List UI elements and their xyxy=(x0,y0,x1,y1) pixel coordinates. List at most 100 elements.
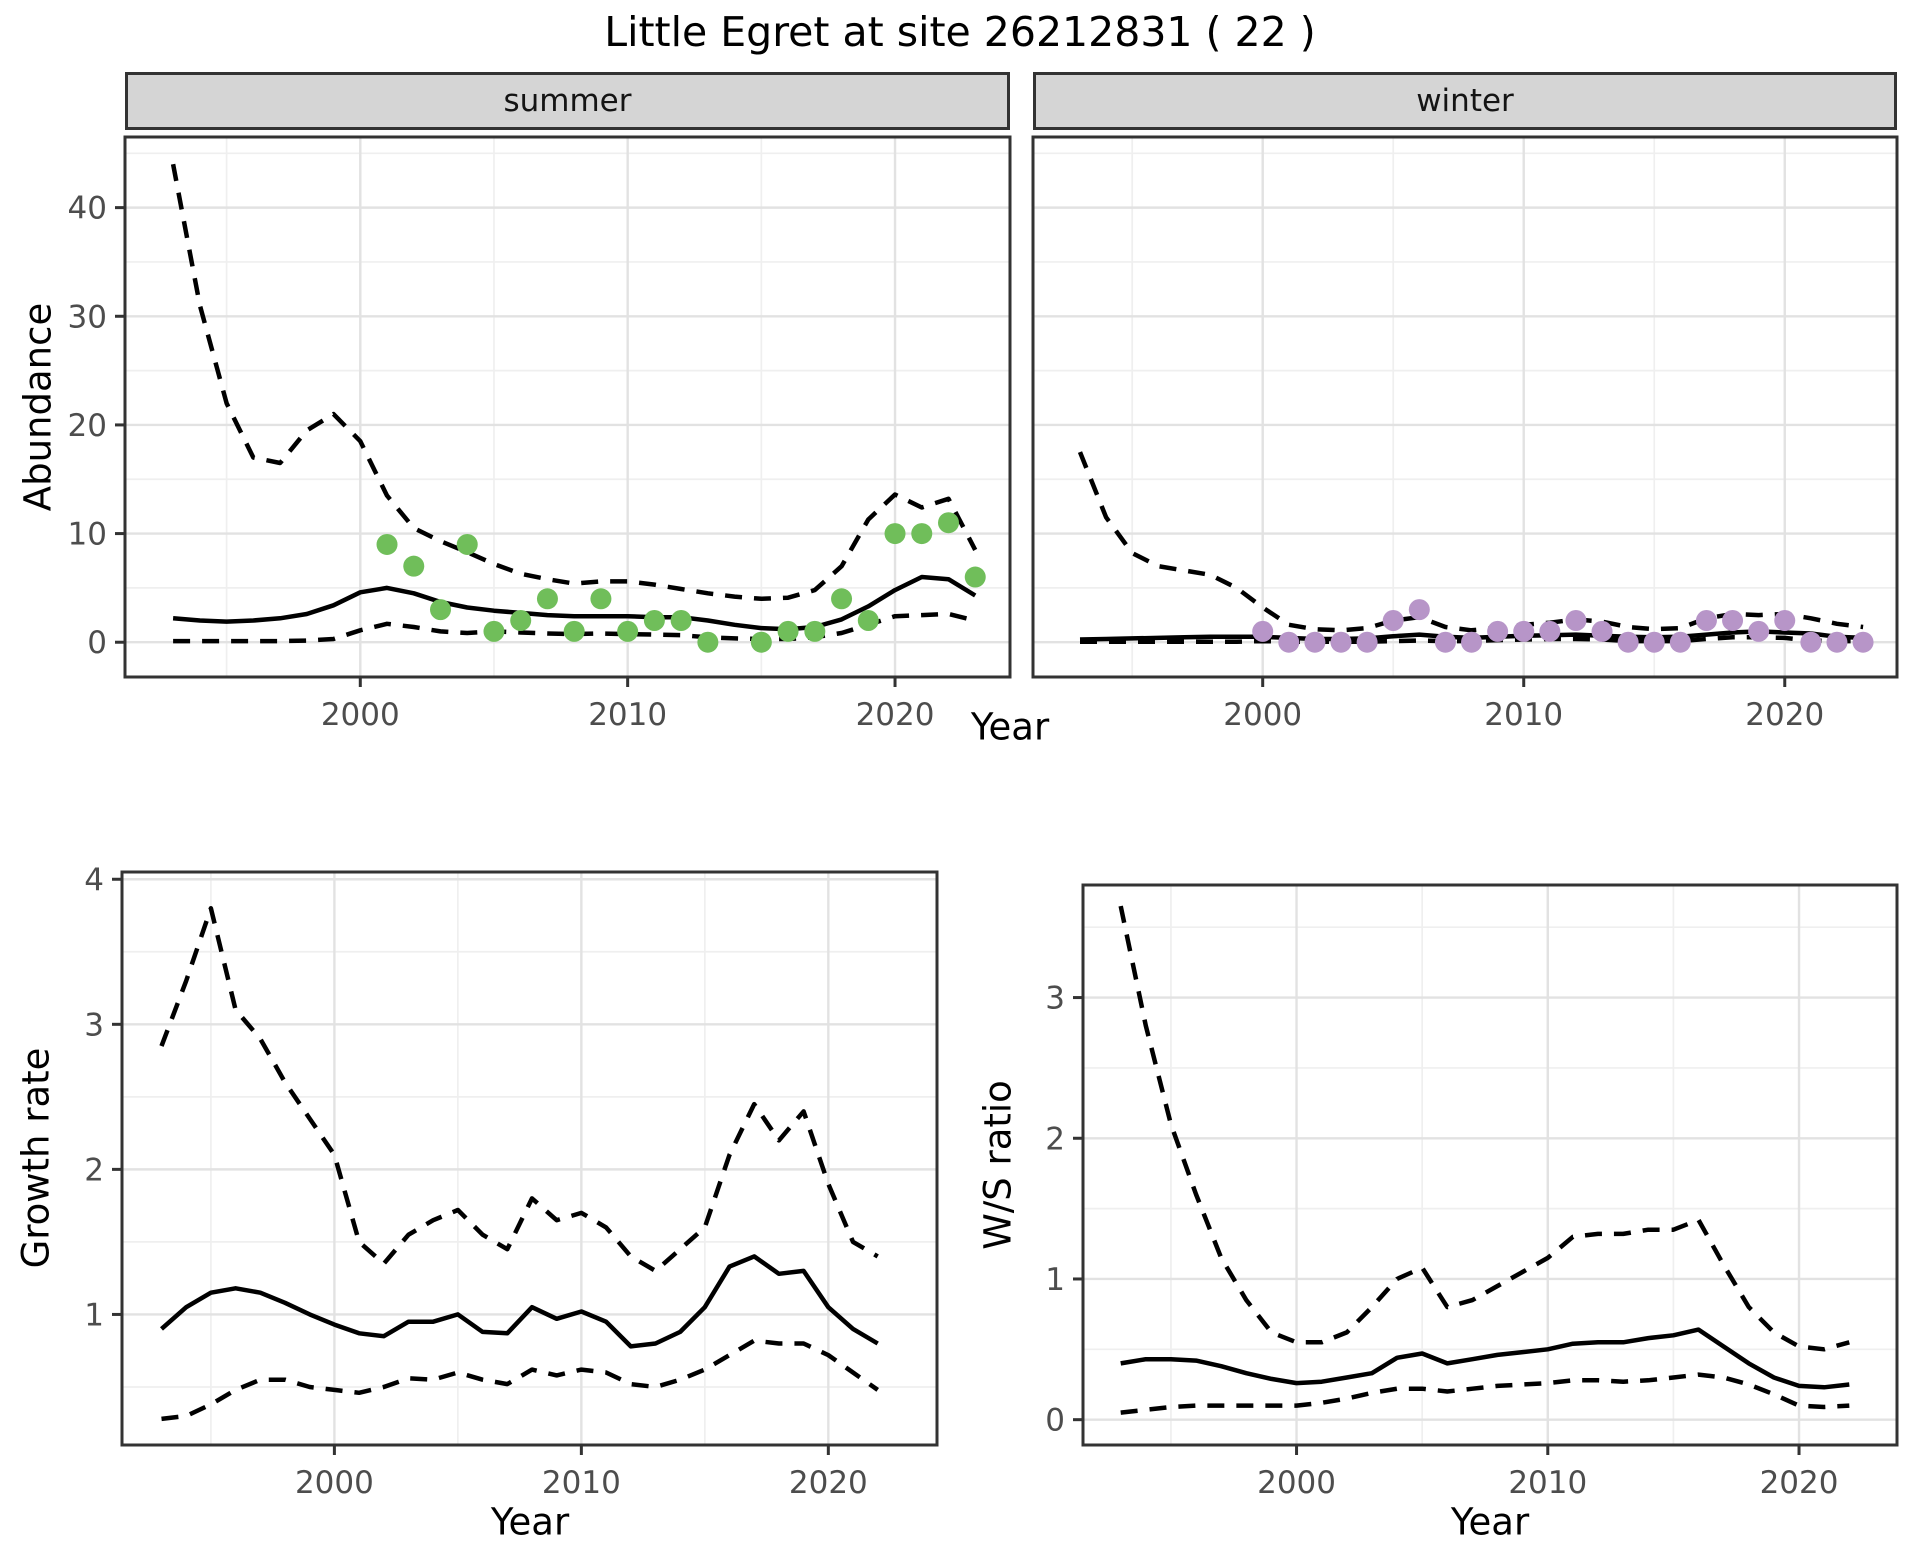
y-tick-label: 1 xyxy=(84,1297,104,1333)
ws_ratio-line xyxy=(1120,1327,1850,1390)
data-point-summer xyxy=(804,620,826,642)
data-point-winter xyxy=(1539,620,1561,642)
data-point-winter xyxy=(1434,631,1456,653)
data-point-summer xyxy=(590,588,612,610)
data-point-winter xyxy=(1356,631,1378,653)
data-point-summer xyxy=(563,620,585,642)
x-axis-title-year-top: Year xyxy=(970,705,1050,749)
data-point-summer xyxy=(643,610,665,632)
data-point-winter xyxy=(1330,631,1352,653)
data-point-winter xyxy=(1304,631,1326,653)
panel-border xyxy=(120,870,939,1447)
y-tick-label: 3 xyxy=(84,1007,104,1043)
upper_95ci-line xyxy=(1118,905,1850,1352)
data-point-winter xyxy=(1278,631,1300,653)
data-point-winter xyxy=(1617,631,1639,653)
data-point-summer xyxy=(777,620,799,642)
data-point-summer xyxy=(376,533,398,555)
data-point-summer xyxy=(831,588,853,610)
data-point-summer xyxy=(670,610,692,632)
panel-growth-rate: 2000 2010 2020 1 2 3 4 xyxy=(84,865,939,1501)
upper_95ci-line xyxy=(159,906,879,1274)
y-tick-label: 30 xyxy=(68,299,107,335)
data-point-summer xyxy=(964,566,986,588)
panel-border xyxy=(123,135,1012,679)
y-tick-label: 0 xyxy=(87,625,107,661)
y-tick-label: 2 xyxy=(84,1152,104,1188)
facet-strip-summer: summer xyxy=(125,72,1010,130)
data-point-winter xyxy=(1591,620,1613,642)
y-tick-label: 0 xyxy=(1045,1403,1065,1439)
y-tick-label: 1 xyxy=(1045,1262,1065,1298)
x-axis-title-year-growth: Year xyxy=(490,1500,570,1544)
data-point-summer xyxy=(483,620,505,642)
plot-area xyxy=(170,163,986,653)
x-tick-label: 2020 xyxy=(789,1465,868,1501)
panel-winter-abundance: 2000 2010 2020 xyxy=(1031,135,1899,733)
y-tick-label: 4 xyxy=(84,865,104,898)
data-point-summer xyxy=(536,588,558,610)
data-point-winter xyxy=(1487,620,1509,642)
x-tick-label: 2010 xyxy=(1484,697,1563,733)
data-point-winter xyxy=(1408,599,1430,621)
data-point-winter xyxy=(1643,631,1665,653)
data-point-summer xyxy=(697,631,719,653)
upper_95ci-line xyxy=(170,163,978,602)
data-point-winter xyxy=(1774,610,1796,632)
data-point-summer xyxy=(911,523,933,545)
data-point-winter xyxy=(1826,631,1848,653)
panel-summer-abundance: 2000 2010 2020 0 10 20 30 40 xyxy=(68,135,1012,733)
data-point-winter xyxy=(1722,610,1744,632)
y-tick-label: 10 xyxy=(68,517,107,553)
data-point-winter xyxy=(1852,631,1874,653)
plot-area xyxy=(159,906,879,1422)
data-point-winter xyxy=(1565,610,1587,632)
plot-area xyxy=(1118,905,1850,1415)
x-tick-label: 2020 xyxy=(856,697,935,733)
chart-title: Little Egret at site 26212831 ( 22 ) xyxy=(604,8,1316,56)
data-point-summer xyxy=(510,610,532,632)
facet-strip-winter: winter xyxy=(1033,72,1897,130)
data-point-winter xyxy=(1252,620,1274,642)
data-point-winter xyxy=(1748,620,1770,642)
x-tick-label: 2000 xyxy=(1257,1465,1336,1501)
x-tick-label: 2000 xyxy=(1223,697,1302,733)
data-point-winter xyxy=(1461,631,1483,653)
x-tick-label: 2000 xyxy=(321,697,400,733)
growth_rate-line xyxy=(160,1254,879,1349)
x-tick-label: 2010 xyxy=(1508,1465,1587,1501)
data-point-winter xyxy=(1669,631,1691,653)
x-tick-label: 2020 xyxy=(1745,697,1824,733)
panel-background xyxy=(1033,137,1897,677)
y-tick-label: 3 xyxy=(1045,981,1065,1017)
panel-ws-ratio: 2000 2010 2020 0 1 2 3 xyxy=(1045,883,1899,1501)
data-point-summer xyxy=(857,610,879,632)
data-point-summer xyxy=(938,512,960,534)
data-point-summer xyxy=(429,599,451,621)
lower_95ci-line xyxy=(173,611,976,644)
panel-background xyxy=(1083,885,1897,1445)
lower_95ci-line xyxy=(1120,1372,1850,1415)
panel-border xyxy=(1031,135,1899,679)
x-tick-label: 2000 xyxy=(295,1465,374,1501)
data-point-summer xyxy=(456,533,478,555)
y-tick-label: 2 xyxy=(1045,1121,1065,1157)
data-point-winter xyxy=(1513,620,1535,642)
x-tick-label: 2020 xyxy=(1760,1465,1839,1501)
x-tick-label: 2010 xyxy=(542,1465,621,1501)
data-point-summer xyxy=(884,523,906,545)
x-axis-title-year-ws: Year xyxy=(1450,1500,1530,1544)
y-tick-label: 40 xyxy=(68,191,107,227)
lower_95ci-line xyxy=(161,1338,879,1422)
plot-area xyxy=(1077,451,1874,653)
data-point-summer xyxy=(403,555,425,577)
data-point-winter xyxy=(1382,610,1404,632)
data-point-winter xyxy=(1800,631,1822,653)
data-point-summer xyxy=(617,620,639,642)
panel-border xyxy=(1081,883,1899,1447)
panel-background xyxy=(122,872,937,1445)
panel-background xyxy=(125,137,1010,677)
data-point-summer xyxy=(750,631,772,653)
x-tick-label: 2010 xyxy=(588,697,667,733)
